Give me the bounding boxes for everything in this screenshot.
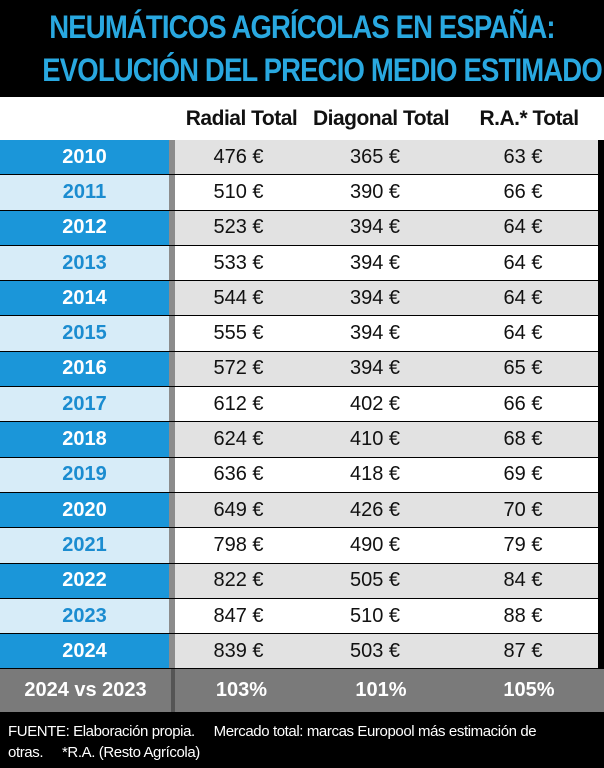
cell-diagonal: 490 €: [302, 528, 448, 563]
cell-ra: 66 €: [448, 387, 598, 422]
table-row: 2022 822 €505 €84 €: [0, 563, 604, 599]
title-line-2: EVOLUCIÓN DEL PRECIO MEDIO ESTIMADO: [42, 52, 602, 88]
cell-radial: 612 €: [175, 387, 302, 422]
cell-ra: 64 €: [448, 245, 598, 281]
row-year: 2013: [0, 245, 175, 281]
summary-diagonal: 101%: [355, 679, 407, 702]
cell-radial: 510 €: [175, 175, 302, 210]
cell-ra: 64 €: [448, 210, 598, 245]
cell-diagonal: 394 €: [302, 210, 448, 245]
cell-ra: 63 €: [448, 140, 598, 175]
cell-diagonal: 390 €: [302, 175, 448, 210]
cell-diagonal: 410 €: [302, 422, 448, 457]
cell-diagonal: 426 €: [302, 492, 448, 528]
column-header-radial: Radial Total: [175, 97, 308, 140]
cell-radial: 649 €: [175, 492, 302, 528]
cell-ra: 64 €: [448, 316, 598, 351]
table-row: 2020 649 €426 €70 €: [0, 492, 604, 529]
cell-radial: 798 €: [175, 528, 302, 563]
cell-diagonal: 418 €: [302, 457, 448, 492]
cell-radial: 476 €: [175, 140, 302, 175]
cell-radial: 822 €: [175, 563, 302, 598]
row-year: 2014: [0, 281, 175, 316]
cell-radial: 636 €: [175, 457, 302, 492]
row-year: 2023: [0, 598, 175, 634]
table-row: 2019 636 €418 €69 €: [0, 457, 604, 493]
cell-diagonal: 503 €: [302, 634, 448, 669]
cell-ra: 65 €: [448, 351, 598, 387]
cell-radial: 847 €: [175, 598, 302, 634]
row-year: 2021: [0, 528, 175, 563]
cell-diagonal: 394 €: [302, 351, 448, 387]
cell-diagonal: 394 €: [302, 316, 448, 351]
row-year: 2017: [0, 387, 175, 422]
table-row: 2013 533 €394 €64 €: [0, 245, 604, 282]
cell-radial: 533 €: [175, 245, 302, 281]
table-row: 2010 476 €365 €63 €: [0, 140, 604, 176]
table-row: 2012 523 €394 €64 €: [0, 210, 604, 246]
cell-ra: 64 €: [448, 281, 598, 316]
cell-diagonal: 394 €: [302, 281, 448, 316]
table-body: 2010 476 €365 €63 €2011 510 €390 €66 €2012…: [0, 140, 604, 670]
table-row: 2015 555 €394 €64 €: [0, 316, 604, 352]
summary-label: 2024 vs 2023: [0, 669, 175, 713]
title-line-1: NEUMÁTICOS AGRÍCOLAS EN ESPAÑA:: [49, 9, 555, 45]
cell-radial: 624 €: [175, 422, 302, 457]
cell-ra: 68 €: [448, 422, 598, 457]
column-header-ra: R.A.* Total: [454, 97, 604, 140]
table-row: 2011 510 €390 €66 €: [0, 175, 604, 211]
row-year: 2024: [0, 634, 175, 669]
footnote-line-2: otras. *R.A. (Resto Agrícola): [8, 744, 200, 762]
row-year: 2012: [0, 210, 175, 245]
cell-radial: 839 €: [175, 634, 302, 669]
table-row: 2017 612 €402 €66 €: [0, 387, 604, 423]
cell-ra: 88 €: [448, 598, 598, 634]
cell-diagonal: 510 €: [302, 598, 448, 634]
cell-ra: 87 €: [448, 634, 598, 669]
cell-radial: 572 €: [175, 351, 302, 387]
column-header-diagonal: Diagonal Total: [308, 97, 454, 140]
row-year: 2011: [0, 175, 175, 210]
table-row: 2016 572 €394 €65 €: [0, 351, 604, 388]
cell-diagonal: 365 €: [302, 140, 448, 175]
row-year: 2018: [0, 422, 175, 457]
row-year: 2015: [0, 316, 175, 351]
table-row: 2018 624 €410 €68 €: [0, 422, 604, 458]
summary-row: 2024 vs 2023 103% 101% 105%: [0, 669, 604, 715]
table-header: Radial Total Diagonal Total R.A.* Total: [0, 97, 604, 140]
cell-diagonal: 505 €: [302, 563, 448, 598]
summary-ra: 105%: [503, 679, 555, 702]
cell-radial: 544 €: [175, 281, 302, 316]
cell-ra: 70 €: [448, 492, 598, 528]
cell-diagonal: 402 €: [302, 387, 448, 422]
row-year: 2019: [0, 457, 175, 492]
cell-radial: 555 €: [175, 316, 302, 351]
header-corner: [0, 97, 175, 140]
row-year: 2010: [0, 140, 175, 175]
cell-ra: 66 €: [448, 175, 598, 210]
summary-radial: 103%: [215, 679, 268, 702]
cell-ra: 84 €: [448, 563, 598, 598]
row-year: 2020: [0, 492, 175, 528]
title: NEUMÁTICOS AGRÍCOLAS EN ESPAÑA: EVOLUCIÓ…: [42, 0, 602, 97]
table-row: 2023 847 €510 €88 €: [0, 598, 604, 635]
table-row: 2024 839 €503 €87 €: [0, 634, 604, 670]
cell-radial: 523 €: [175, 210, 302, 245]
row-year: 2022: [0, 563, 175, 598]
footnote-line-1: FUENTE: Elaboración propia. Mercado tota…: [8, 723, 537, 741]
cell-ra: 69 €: [448, 457, 598, 492]
table-row: 2021 798 €490 €79 €: [0, 528, 604, 564]
footnote: FUENTE: Elaboración propia. Mercado tota…: [0, 714, 604, 763]
cell-diagonal: 394 €: [302, 245, 448, 281]
table-row: 2014 544 €394 €64 €: [0, 281, 604, 317]
cell-ra: 79 €: [448, 528, 598, 563]
row-year: 2016: [0, 351, 175, 387]
